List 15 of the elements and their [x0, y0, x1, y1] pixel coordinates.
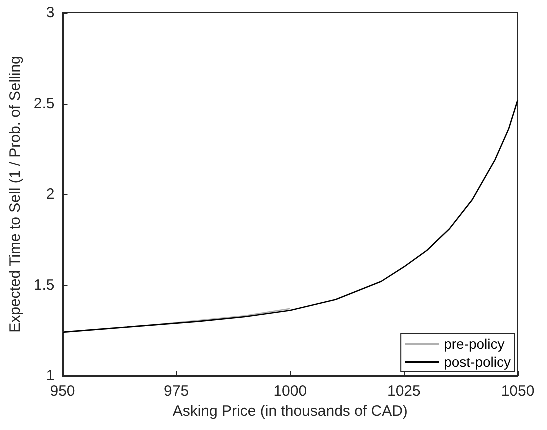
x-tick-label: 950 [50, 383, 76, 400]
y-tick-label: 2.5 [34, 95, 55, 112]
line-series [62, 99, 519, 334]
y-tick-label: 1 [46, 368, 55, 384]
x-axis-title: Asking Price (in thousands of CAD) [172, 402, 408, 420]
x-tick-label: 1050 [501, 383, 535, 400]
legend-label: post-policy [444, 354, 512, 370]
legend-label: pre-policy [444, 336, 505, 352]
x-tick-label: 1025 [388, 383, 421, 400]
y-axis-title: Expected Time to Sell (1 / Prob. of Selling [7, 56, 24, 333]
y-tick-label: 3 [46, 4, 55, 22]
y-tick-label: 2 [46, 186, 55, 203]
y-tick-label: 1.5 [34, 276, 55, 294]
x-tick-label: 975 [164, 383, 190, 400]
x-tick-label: 1000 [274, 383, 308, 400]
